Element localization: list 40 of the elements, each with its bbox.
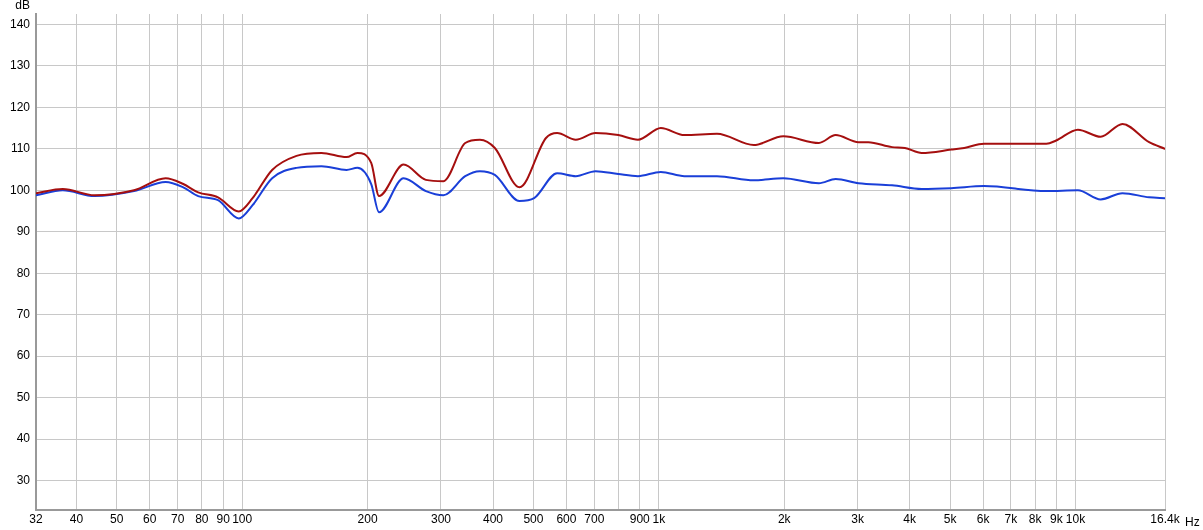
x-tick-label: 100 [232, 512, 253, 527]
y-tick-label: 130 [9, 58, 31, 73]
x-tick-label: 10k [1065, 512, 1087, 527]
y-tick-label: 110 [10, 141, 31, 156]
y-tick-label: 50 [16, 389, 31, 404]
y-tick-label: 100 [9, 182, 31, 197]
x-tick-label: 90 [216, 512, 231, 527]
x-tick-label: 32 [29, 512, 44, 527]
x-tick-label: 700 [584, 512, 605, 527]
x-tick-label: 7k [1004, 512, 1019, 527]
y-tick-label: 60 [16, 348, 31, 363]
y-tick-label: 40 [16, 431, 31, 446]
x-tick-label: 200 [357, 512, 378, 527]
x-axis-title: Hz [1185, 514, 1200, 529]
y-tick-label: 90 [16, 224, 31, 239]
y-tick-label: 70 [16, 306, 31, 321]
x-tick-label: 1k [652, 512, 667, 527]
x-tick-label: 900 [629, 512, 651, 527]
x-tick-label: 60 [143, 512, 157, 527]
x-tick-label: 600 [556, 512, 577, 527]
y-tick-label: 30 [16, 472, 31, 487]
x-tick-label: 40 [69, 512, 84, 527]
y-tick-label: 80 [16, 265, 31, 280]
x-tick-label: 400 [483, 512, 504, 527]
y-tick-label: 120 [9, 99, 31, 114]
x-tick-label: 9k [1050, 512, 1064, 527]
y-tick-label: 140 [9, 16, 31, 31]
x-tick-label: 5k [943, 512, 958, 527]
x-tick-label: 500 [523, 512, 544, 527]
x-tick-label: 16.4k [1150, 512, 1181, 527]
x-tick-label: 2k [777, 512, 792, 527]
x-tick-label: 70 [170, 512, 185, 527]
x-tick-label: 50 [110, 512, 124, 527]
x-tick-label: 300 [430, 512, 452, 527]
x-tick-label: 4k [903, 512, 918, 527]
y-axis-title: dB [15, 0, 31, 13]
x-tick-label: 8k [1028, 512, 1043, 527]
x-tick-label: 6k [976, 512, 991, 527]
x-tick-label: 80 [195, 512, 209, 527]
x-tick-label: 3k [851, 512, 865, 527]
